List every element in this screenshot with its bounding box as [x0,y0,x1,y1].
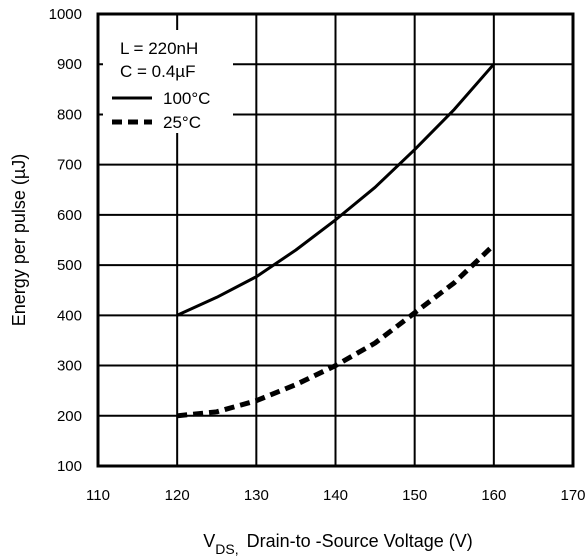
x-axis-symbol: V [203,531,215,551]
y-tick-label: 900 [57,56,82,73]
series-line-25c [176,243,496,419]
legend-label-100c: 100°C [163,89,210,108]
y-tick-label: 500 [57,257,82,274]
x-tick-label: 110 [86,487,110,504]
y-tick-label: 300 [57,358,82,375]
x-tick-label: 160 [481,487,506,504]
x-tick-label: 130 [244,487,269,504]
y-axis-title: Energy per pulse (µJ) [9,154,29,326]
y-tick-label: 600 [57,207,82,224]
x-tick-label: 150 [402,487,427,504]
x-tick-label: 170 [560,487,585,504]
series-line-100c [176,63,495,317]
y-tick-label: 200 [57,408,82,425]
annotation-inductance: L = 220nH [120,39,198,58]
plot-frame [96,12,575,468]
legend-label-25c: 25°C [163,113,201,132]
x-tick-labels: 110 120 130 140 150 160 170 [86,487,585,504]
y-tick-label: 1000 [49,6,82,23]
legend-box [103,30,233,133]
y-tick-label: 800 [57,106,82,123]
x-axis-subscript: DS, [215,541,238,557]
x-tick-label: 120 [165,487,190,504]
x-axis-text: Drain-to -Source Voltage (V) [247,531,473,551]
annotation-capacitance: C = 0.4µF [120,62,195,81]
y-tick-label: 400 [57,307,82,324]
series-group [176,63,496,419]
y-tick-label: 700 [57,157,82,174]
y-tick-label: 100 [57,458,82,475]
x-axis-title: VDS, Drain-to -Source Voltage (V) [203,531,472,557]
y-tick-labels: 100 200 300 400 500 600 700 800 900 1000 [49,6,82,475]
x-tick-label: 140 [323,487,348,504]
